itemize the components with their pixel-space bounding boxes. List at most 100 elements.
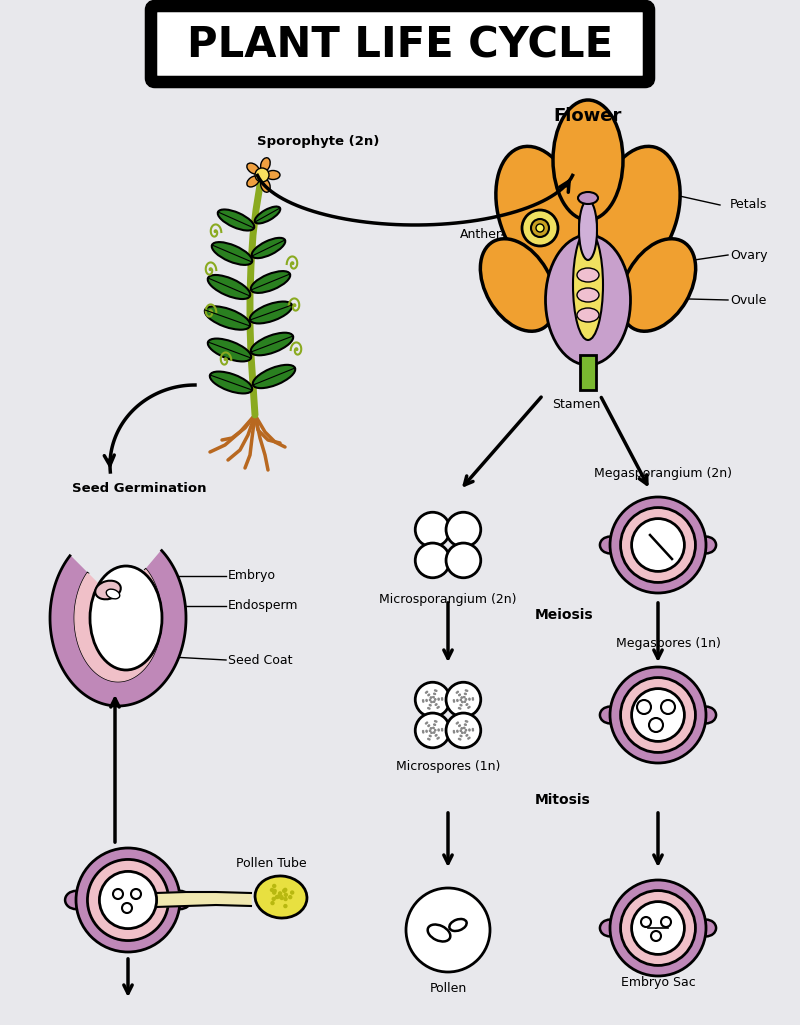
Circle shape bbox=[434, 729, 437, 732]
Ellipse shape bbox=[169, 891, 191, 909]
Text: Petals: Petals bbox=[730, 199, 767, 211]
Ellipse shape bbox=[106, 589, 120, 599]
Circle shape bbox=[434, 689, 436, 692]
Ellipse shape bbox=[250, 301, 292, 324]
Circle shape bbox=[456, 731, 458, 733]
Text: Seed Germination: Seed Germination bbox=[72, 482, 206, 494]
Circle shape bbox=[270, 901, 274, 905]
Circle shape bbox=[460, 735, 462, 737]
Circle shape bbox=[435, 703, 438, 705]
Circle shape bbox=[430, 732, 433, 734]
Circle shape bbox=[459, 704, 462, 706]
Circle shape bbox=[433, 700, 435, 703]
Text: Pollen Tube: Pollen Tube bbox=[236, 857, 306, 870]
Circle shape bbox=[456, 723, 458, 725]
Circle shape bbox=[290, 891, 294, 895]
Circle shape bbox=[415, 683, 450, 716]
Circle shape bbox=[436, 706, 438, 709]
Circle shape bbox=[466, 734, 469, 736]
Text: Anther: Anther bbox=[460, 229, 502, 242]
Circle shape bbox=[661, 700, 675, 714]
Circle shape bbox=[430, 701, 433, 703]
Text: Microsporangium (2n): Microsporangium (2n) bbox=[379, 593, 517, 606]
Circle shape bbox=[427, 725, 430, 727]
Circle shape bbox=[651, 931, 661, 941]
Ellipse shape bbox=[553, 100, 623, 220]
Ellipse shape bbox=[621, 507, 695, 582]
Circle shape bbox=[428, 738, 430, 741]
Circle shape bbox=[453, 730, 455, 732]
Circle shape bbox=[465, 689, 467, 692]
Circle shape bbox=[468, 729, 470, 732]
Ellipse shape bbox=[247, 163, 259, 174]
Ellipse shape bbox=[208, 338, 251, 362]
Ellipse shape bbox=[253, 365, 295, 388]
Ellipse shape bbox=[255, 876, 307, 918]
Circle shape bbox=[466, 734, 468, 737]
Circle shape bbox=[468, 698, 470, 701]
Circle shape bbox=[406, 888, 490, 972]
Circle shape bbox=[429, 704, 431, 706]
Circle shape bbox=[453, 731, 455, 734]
Circle shape bbox=[422, 700, 425, 703]
Circle shape bbox=[441, 729, 443, 732]
Text: Megasporangium (2n): Megasporangium (2n) bbox=[594, 467, 732, 480]
Circle shape bbox=[278, 891, 282, 896]
Circle shape bbox=[459, 699, 462, 701]
Circle shape bbox=[463, 701, 466, 703]
Circle shape bbox=[456, 699, 458, 701]
Ellipse shape bbox=[620, 239, 696, 331]
Circle shape bbox=[430, 697, 432, 699]
Circle shape bbox=[441, 697, 443, 699]
Circle shape bbox=[465, 693, 467, 695]
Circle shape bbox=[427, 738, 430, 740]
Circle shape bbox=[430, 727, 432, 730]
Circle shape bbox=[131, 889, 141, 899]
Ellipse shape bbox=[621, 678, 695, 752]
Circle shape bbox=[433, 701, 435, 703]
Circle shape bbox=[457, 691, 459, 693]
Circle shape bbox=[426, 699, 428, 701]
Ellipse shape bbox=[90, 566, 162, 670]
Circle shape bbox=[649, 718, 663, 732]
Ellipse shape bbox=[250, 333, 294, 356]
Circle shape bbox=[466, 703, 468, 706]
Circle shape bbox=[438, 706, 440, 708]
Circle shape bbox=[428, 725, 430, 727]
Ellipse shape bbox=[696, 537, 716, 554]
Ellipse shape bbox=[95, 581, 121, 600]
Circle shape bbox=[427, 694, 430, 696]
Circle shape bbox=[468, 698, 470, 700]
Circle shape bbox=[459, 738, 462, 741]
Ellipse shape bbox=[252, 238, 286, 258]
Circle shape bbox=[428, 694, 430, 696]
Circle shape bbox=[415, 713, 450, 748]
Circle shape bbox=[433, 696, 435, 698]
Circle shape bbox=[438, 729, 440, 732]
Text: Flower: Flower bbox=[554, 107, 622, 125]
Circle shape bbox=[456, 700, 458, 702]
Circle shape bbox=[438, 698, 440, 700]
Circle shape bbox=[435, 734, 438, 736]
Circle shape bbox=[422, 699, 424, 701]
Circle shape bbox=[441, 698, 443, 701]
Circle shape bbox=[464, 693, 466, 695]
Circle shape bbox=[430, 701, 433, 703]
Circle shape bbox=[460, 730, 462, 732]
Circle shape bbox=[467, 737, 470, 740]
Circle shape bbox=[422, 731, 425, 734]
Circle shape bbox=[425, 692, 427, 694]
Circle shape bbox=[438, 737, 440, 739]
Circle shape bbox=[122, 903, 132, 913]
Circle shape bbox=[441, 728, 443, 730]
Polygon shape bbox=[580, 355, 596, 390]
Ellipse shape bbox=[205, 306, 250, 330]
Circle shape bbox=[466, 721, 468, 723]
Text: PLANT LIFE CYCLE: PLANT LIFE CYCLE bbox=[187, 25, 613, 67]
Ellipse shape bbox=[208, 275, 250, 299]
Circle shape bbox=[288, 895, 293, 899]
Circle shape bbox=[458, 694, 461, 696]
Circle shape bbox=[460, 728, 463, 730]
Circle shape bbox=[434, 734, 437, 737]
Ellipse shape bbox=[212, 242, 252, 264]
